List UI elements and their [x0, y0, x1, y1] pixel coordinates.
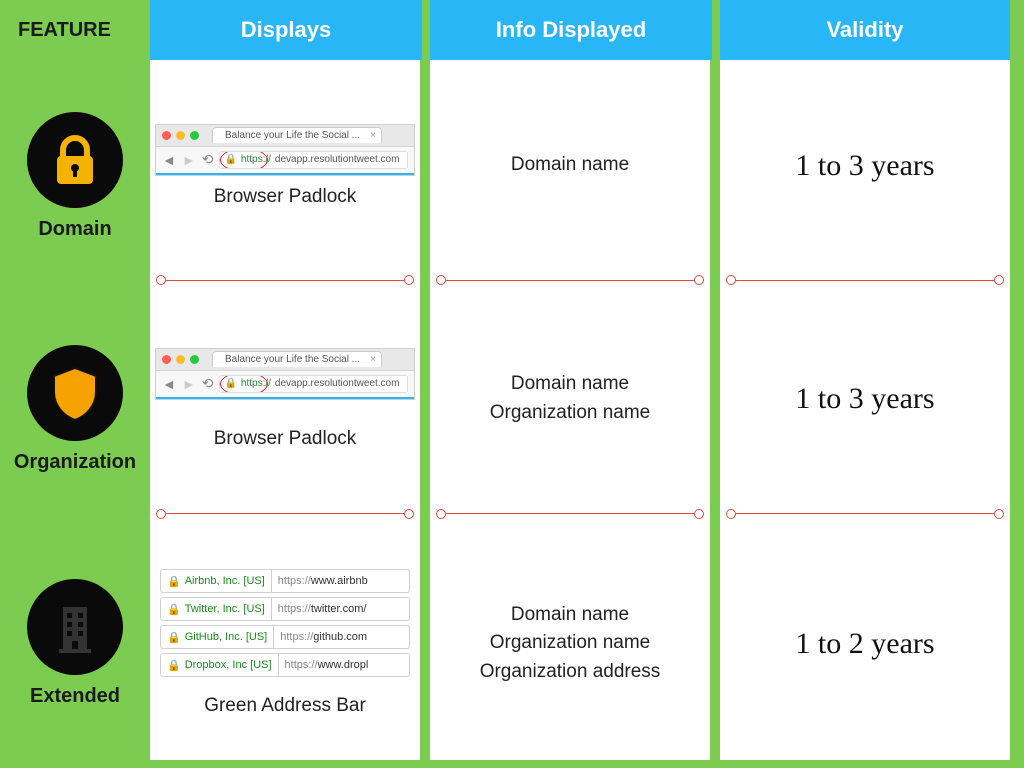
row-divider — [436, 509, 704, 519]
ev-bar-twitter: 🔒Twitter, Inc. [US] https://twitter.com/ — [160, 597, 410, 621]
domain-validity: 1 to 3 years — [795, 146, 934, 185]
org-validity-cell: 1 to 3 years — [720, 293, 1010, 526]
ext-info-line-0: Domain name — [480, 601, 661, 630]
ext-info-cell: Domain name Organization name Organizati… — [430, 527, 720, 760]
row-divider — [726, 275, 1004, 285]
padlock-icon — [27, 112, 123, 208]
tab-title: Balance your Life the Social ... — [225, 354, 360, 365]
row-divider — [156, 275, 414, 285]
feature-organization-label: Organization — [14, 451, 136, 474]
row-divider — [726, 509, 1004, 519]
url-host: devapp.resolutiontweet.com — [275, 154, 400, 165]
ext-displays-cell: 🔒Airbnb, Inc. [US] https://www.airbnb 🔒T… — [150, 527, 430, 760]
org-displays-caption: Browser Padlock — [214, 428, 357, 450]
browser-mock-org: Balance your Life the Social ...× ◄ ► ⟲ … — [155, 348, 415, 400]
shield-icon — [27, 345, 123, 441]
tab-title: Balance your Life the Social ... — [225, 130, 360, 141]
browser-mock-domain: Balance your Life the Social ...× ◄ ► ⟲ … — [155, 124, 415, 176]
org-validity: 1 to 3 years — [795, 379, 934, 418]
feature-extended-label: Extended — [30, 685, 120, 708]
ext-info-line-1: Organization name — [480, 629, 661, 658]
url-https: https:// — [241, 378, 271, 389]
ev-bar-dropbox: 🔒Dropbox, Inc [US] https://www.dropl — [160, 653, 410, 677]
feature-organization: Organization — [0, 293, 150, 526]
org-info-line-1: Organization name — [490, 399, 651, 428]
header-validity: Validity — [720, 0, 1010, 60]
domain-displays-caption: Browser Padlock — [214, 186, 357, 208]
domain-info-line-0: Domain name — [511, 151, 629, 180]
header-feature: FEATURE — [0, 0, 150, 60]
header-displays: Displays — [150, 0, 430, 60]
domain-info-cell: Domain name — [430, 60, 720, 293]
row-divider — [156, 509, 414, 519]
ev-bar-github: 🔒GitHub, Inc. [US] https://github.com — [160, 625, 410, 649]
feature-domain: Domain — [0, 60, 150, 293]
ev-bar-airbnb: 🔒Airbnb, Inc. [US] https://www.airbnb — [160, 569, 410, 593]
ext-validity-cell: 1 to 2 years — [720, 527, 1010, 760]
ev-address-bars: 🔒Airbnb, Inc. [US] https://www.airbnb 🔒T… — [160, 569, 410, 677]
feature-extended: Extended — [0, 527, 150, 760]
building-icon — [27, 579, 123, 675]
org-info-cell: Domain name Organization name — [430, 293, 720, 526]
url-host: devapp.resolutiontweet.com — [275, 378, 400, 389]
feature-domain-label: Domain — [38, 218, 111, 241]
url-https: https:// — [241, 154, 271, 165]
ext-displays-caption: Green Address Bar — [204, 695, 366, 717]
domain-displays-cell: Balance your Life the Social ...× ◄ ► ⟲ … — [150, 60, 430, 293]
row-divider — [436, 275, 704, 285]
ssl-feature-table: FEATURE Displays Info Displayed Validity… — [0, 0, 1024, 760]
org-info-line-0: Domain name — [490, 370, 651, 399]
org-displays-cell: Balance your Life the Social ...× ◄ ► ⟲ … — [150, 293, 430, 526]
ext-validity: 1 to 2 years — [795, 624, 934, 663]
header-info: Info Displayed — [430, 0, 720, 60]
domain-validity-cell: 1 to 3 years — [720, 60, 1010, 293]
ext-info-line-2: Organization address — [480, 658, 661, 687]
